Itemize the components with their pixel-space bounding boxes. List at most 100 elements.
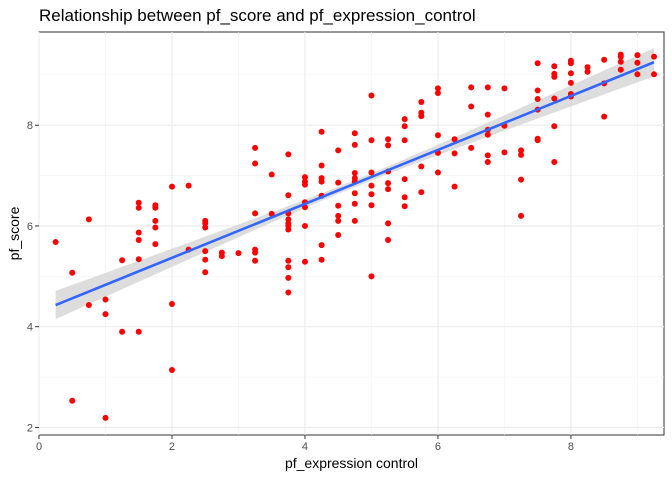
- data-point: [418, 113, 425, 120]
- data-point: [617, 58, 624, 65]
- data-point: [335, 217, 342, 224]
- data-point: [135, 256, 142, 263]
- data-point: [484, 131, 491, 138]
- data-point: [335, 212, 342, 219]
- data-point: [85, 302, 92, 309]
- data-point: [335, 147, 342, 154]
- data-point: [451, 183, 458, 190]
- data-point: [551, 123, 558, 130]
- data-point: [451, 136, 458, 143]
- data-point: [119, 328, 126, 335]
- data-point: [484, 158, 491, 165]
- data-point: [301, 181, 308, 188]
- data-point: [318, 162, 325, 169]
- data-point: [368, 202, 375, 209]
- data-point: [318, 256, 325, 263]
- data-point: [52, 239, 59, 246]
- data-point: [451, 150, 458, 157]
- data-point: [285, 289, 292, 296]
- regression-line: [55, 61, 655, 307]
- data-point: [335, 232, 342, 239]
- data-point: [135, 229, 142, 236]
- chart-title: Relationship between pf_score and pf_exp…: [39, 6, 476, 25]
- data-point: [385, 142, 392, 149]
- data-point: [385, 136, 392, 143]
- data-point: [385, 237, 392, 244]
- data-point: [135, 204, 142, 211]
- data-point: [135, 237, 142, 244]
- data-point: [351, 190, 358, 197]
- data-point: [617, 53, 624, 60]
- data-point: [601, 113, 608, 120]
- data-point: [434, 85, 441, 92]
- data-point: [69, 397, 76, 404]
- data-point: [202, 224, 209, 231]
- data-point: [634, 71, 641, 78]
- data-point: [368, 273, 375, 280]
- data-point: [202, 248, 209, 255]
- data-point: [567, 70, 574, 77]
- data-point: [318, 242, 325, 249]
- data-point: [401, 194, 408, 201]
- data-point: [168, 367, 175, 374]
- data-point: [484, 84, 491, 91]
- data-point: [468, 84, 475, 91]
- data-point: [368, 169, 375, 176]
- data-point: [434, 89, 441, 96]
- data-point: [484, 152, 491, 159]
- data-point: [401, 116, 408, 123]
- x-tick-label: 4: [302, 441, 308, 453]
- data-point: [252, 144, 259, 151]
- data-point: [285, 226, 292, 233]
- data-point: [584, 64, 591, 71]
- data-point: [318, 178, 325, 185]
- data-point: [551, 63, 558, 70]
- data-point: [368, 182, 375, 189]
- data-point: [285, 264, 292, 271]
- y-axis-title: pf_score: [6, 206, 22, 260]
- x-tick-label: 8: [568, 441, 574, 453]
- data-point: [252, 210, 259, 217]
- data-point: [401, 203, 408, 210]
- y-tick-label: 6: [27, 221, 33, 233]
- data-point: [617, 66, 624, 73]
- data-point: [368, 92, 375, 99]
- data-point: [69, 269, 76, 276]
- data-point: [567, 79, 574, 86]
- data-point: [351, 141, 358, 148]
- data-point: [501, 85, 508, 92]
- data-point: [252, 160, 259, 167]
- data-point: [534, 60, 541, 67]
- data-point: [285, 192, 292, 199]
- data-point: [102, 414, 109, 421]
- data-point: [534, 96, 541, 102]
- data-point: [301, 174, 308, 181]
- data-point: [551, 73, 558, 80]
- data-point: [351, 200, 358, 207]
- data-point: [368, 191, 375, 198]
- data-point: [185, 182, 192, 189]
- data-point: [501, 149, 508, 156]
- x-tick-label: 2: [169, 441, 175, 453]
- data-point: [518, 176, 525, 183]
- data-point: [468, 144, 475, 151]
- data-point: [301, 222, 308, 229]
- data-point: [152, 217, 159, 224]
- data-point: [468, 103, 475, 110]
- y-tick-label: 8: [27, 120, 33, 132]
- data-point: [567, 60, 574, 67]
- data-point: [385, 220, 392, 227]
- x-axis-title: pf_expression control: [285, 455, 418, 471]
- data-point: [335, 202, 342, 209]
- data-point: [235, 250, 242, 257]
- data-point: [351, 170, 358, 177]
- data-point: [135, 199, 142, 206]
- data-point: [152, 241, 159, 248]
- data-point: [584, 68, 591, 75]
- data-point: [285, 257, 292, 264]
- data-point: [401, 176, 408, 183]
- data-point: [385, 180, 392, 187]
- data-point: [518, 147, 525, 154]
- data-point: [202, 269, 209, 276]
